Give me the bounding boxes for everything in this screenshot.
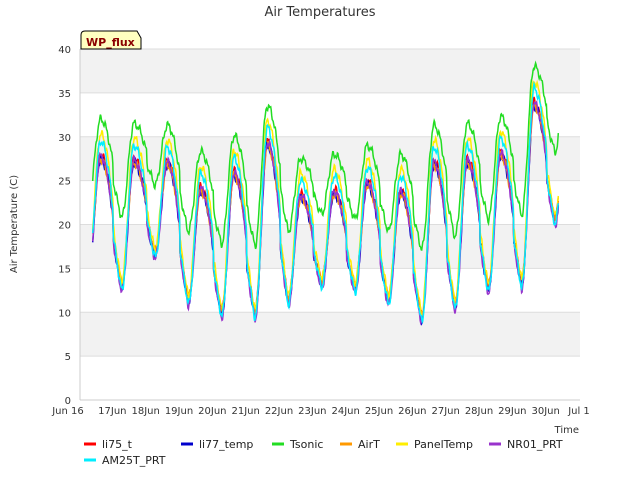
band [80,312,580,357]
legend-label: li77_temp [199,438,253,451]
x-tick-label: Jul 1 [567,406,590,417]
y-tick-label: 35 [58,89,71,100]
y-tick-label: 0 [65,396,71,407]
annotation-badge: WP_flux [80,30,142,50]
legend-label: li75_t [102,438,133,451]
y-tick-label: 5 [65,352,71,363]
annotation-badge-box [80,30,142,50]
legend-label: NR01_PRT [507,438,563,451]
x-tick-label: 28Jun [465,406,493,417]
x-axis-ticks: Jun 16 17Jun 18Jun 19Jun 20Jun 21Jun 22Jun 23Ju… [51,406,590,417]
x-tick-label: 25Jun [365,406,393,417]
x-tick-label: 17Jun [98,406,126,417]
y-tick-label: 25 [58,177,71,188]
x-tick-label: 19Jun [165,406,193,417]
y-tick-label: 30 [58,133,71,144]
x-tick-label: 21Jun [231,406,259,417]
y-tick-label: 10 [58,308,71,319]
x-tick-label: 18Jun [131,406,159,417]
annotation-text: WP_flux [86,36,135,49]
legend-label: Tsonic [289,438,323,451]
y-tick-label: 20 [58,221,71,232]
legend-label: AM25T_PRT [102,454,166,467]
series-layer [91,60,560,326]
x-tick-label: 26Jun [398,406,426,417]
legend-label: PanelTemp [414,438,473,451]
x-tick-label: 20Jun [198,406,226,417]
y-axis-ticks: 0 5 10 15 20 25 30 35 40 [58,45,71,407]
x-tick-label: 23Jun [298,406,326,417]
x-tick-label: Jun 16 [51,406,84,417]
legend-label: AirT [358,438,380,451]
chart-title: Air Temperatures [264,5,375,20]
x-axis-label: Time [554,425,579,436]
band [80,224,580,269]
x-tick-label: 27Jun [431,406,459,417]
series-line-am25t_prt [91,80,560,325]
y-tick-label: 40 [58,45,71,56]
y-tick-label: 15 [58,264,71,275]
axes [79,49,580,401]
x-tick-label: 24Jun [331,406,359,417]
legend: li75_t li77_temp Tsonic AirT PanelTemp NR01_P… [84,438,563,467]
y-axis-label: Air Temperature (C) [9,175,20,273]
x-tick-label: 30Jun [531,406,559,417]
band [80,49,580,93]
series-line-tsonic [91,60,560,252]
x-tick-label: 22Jun [265,406,293,417]
x-tick-label: 29Jun [498,406,526,417]
